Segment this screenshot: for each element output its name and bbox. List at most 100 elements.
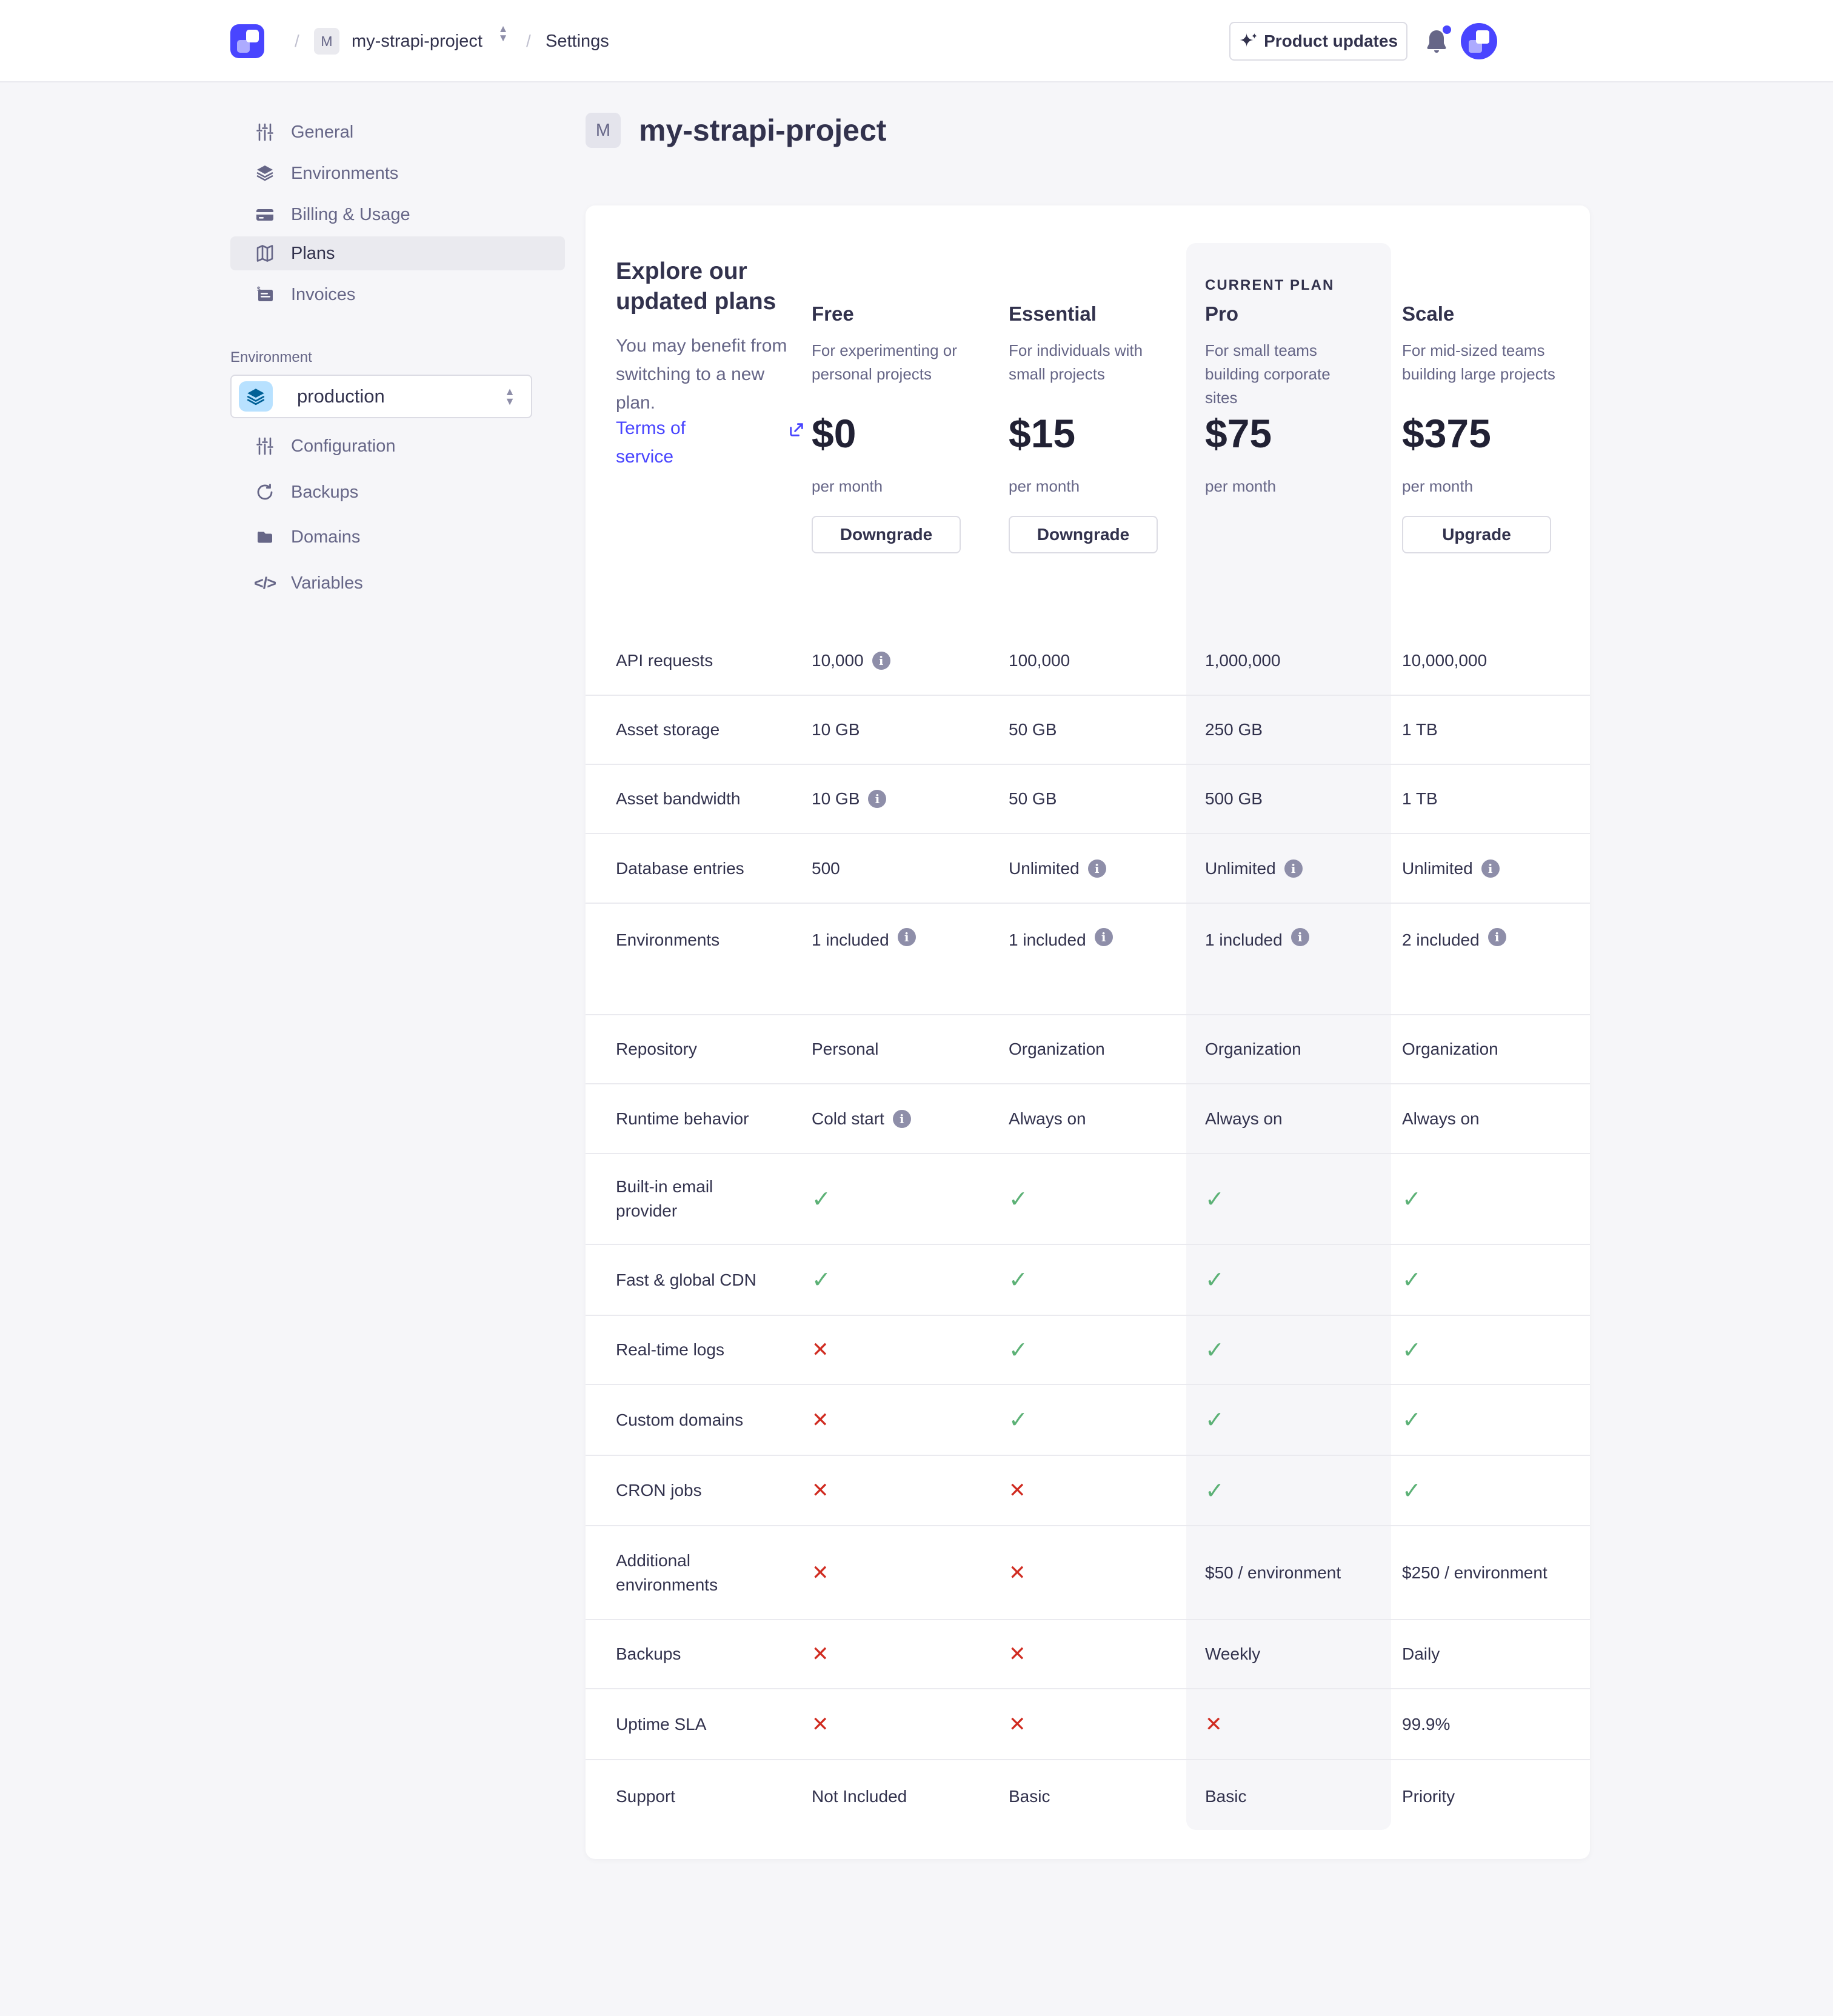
feature-label-text: Support (616, 1787, 676, 1806)
plans-intro-heading: Explore our updated plans (616, 258, 776, 315)
plan-price: $0 (812, 411, 856, 456)
sidebar-item-billing-usage[interactable]: Billing & Usage (230, 198, 565, 232)
terms-of-service-link[interactable]: Terms of service (616, 418, 686, 467)
feature-value-cell: Personal (812, 1015, 1009, 1083)
environment-section-label: Environment (230, 349, 312, 365)
info-icon[interactable]: i (1284, 859, 1303, 878)
check-icon: ✓ (1205, 1186, 1224, 1212)
feature-label: Runtime behavior (616, 1084, 812, 1153)
cross-icon: ✕ (812, 1338, 829, 1361)
feature-value: 10 GB (812, 789, 860, 808)
sliders-icon (255, 122, 275, 142)
breadcrumb-separator: / (295, 32, 299, 50)
user-avatar[interactable] (1461, 23, 1497, 59)
feature-label: Environments (616, 904, 812, 1014)
environment-selector[interactable]: production ▲ ▼ (230, 375, 532, 418)
feature-value-cell: ✓ (1402, 1245, 1590, 1315)
feature-value: 500 GB (1205, 789, 1263, 808)
feature-value: Always on (1009, 1109, 1086, 1128)
feature-label-text: Additional environments (616, 1550, 718, 1594)
feature-value-cell: 10 GB (812, 696, 1009, 764)
feature-label: Asset storage (616, 696, 812, 764)
feature-value-cell: ✓ (1402, 1456, 1590, 1525)
product-updates-button[interactable]: ✦ ✦ Product updates (1229, 22, 1407, 61)
feature-value-cell: Organization (1402, 1015, 1590, 1083)
feature-value: Cold start (812, 1109, 884, 1128)
feature-label: Repository (616, 1015, 812, 1083)
plan-price: $75 (1205, 411, 1272, 456)
feature-value-cell: Daily (1402, 1620, 1590, 1688)
feature-row-uptime-sla: Uptime SLA ✕ ✕ ✕ 99.9% (586, 1688, 1590, 1759)
feature-value-cell: Unlimited i (1402, 834, 1590, 903)
feature-value: 2 included (1402, 930, 1480, 949)
upgrade-button[interactable]: Upgrade (1402, 516, 1551, 553)
map-icon (255, 243, 275, 264)
feature-value: $50 / environment (1205, 1563, 1341, 1582)
feature-row-api-requests: API requests 10,000 i 100,000 1,000,000 10,00… (586, 627, 1590, 695)
plan-column-scale: Scale For mid-sized teams building large … (1402, 205, 1587, 627)
plan-period: per month (1009, 477, 1080, 495)
sidebar-item-backups[interactable]: Backups (230, 475, 565, 509)
plan-header-section: Explore our updated plans You may benefi… (586, 205, 1590, 627)
feature-value-cell: ✓ (1402, 1154, 1590, 1244)
feature-value: Unlimited (1009, 858, 1080, 878)
info-icon[interactable]: i (868, 790, 887, 808)
project-initial-badge: M (314, 28, 339, 55)
check-icon: ✓ (1205, 1267, 1224, 1293)
feature-comparison-table: API requests 10,000 i 100,000 1,000,000 10,00… (586, 627, 1590, 1858)
feature-label-text: Uptime SLA (616, 1714, 707, 1734)
feature-value-cell: Always on (1009, 1084, 1205, 1153)
feature-value: 50 GB (1009, 720, 1057, 739)
feature-value: Daily (1402, 1644, 1440, 1663)
feature-label: Uptime SLA (616, 1689, 812, 1759)
feature-value-cell: Unlimited i (1205, 834, 1402, 903)
strapi-logo-icon[interactable] (230, 24, 264, 58)
feature-value: Organization (1402, 1040, 1498, 1058)
sidebar-item-configuration[interactable]: Configuration (230, 429, 565, 463)
check-icon: ✓ (1205, 1407, 1224, 1433)
feature-value-cell: Unlimited i (1009, 834, 1205, 903)
feature-label: Backups (616, 1620, 812, 1688)
plan-name: Pro (1205, 302, 1239, 325)
info-icon[interactable]: i (1087, 859, 1106, 878)
plan-name: Scale (1402, 302, 1455, 325)
sidebar-item-environments[interactable]: Environments (230, 156, 565, 190)
feature-label: API requests (616, 627, 812, 695)
feature-value-cell: 99.9% (1402, 1689, 1590, 1759)
sidebar-item-domains[interactable]: Domains (230, 520, 565, 554)
sidebar-item-label: Environments (291, 163, 399, 183)
downgrade-button[interactable]: Downgrade (812, 516, 961, 553)
sidebar-item-plans[interactable]: Plans (230, 236, 565, 270)
sidebar-item-invoices[interactable]: $ Invoices (230, 278, 565, 312)
feature-value: Organization (1205, 1040, 1301, 1058)
info-icon[interactable]: i (1290, 928, 1309, 946)
feature-label-text: Asset bandwidth (616, 789, 741, 808)
check-icon: ✓ (1009, 1186, 1028, 1212)
feature-value: Always on (1205, 1109, 1283, 1128)
feature-value: 99.9% (1402, 1714, 1451, 1734)
downgrade-button[interactable]: Downgrade (1009, 516, 1158, 553)
feature-value-cell: Always on (1402, 1084, 1590, 1153)
info-icon[interactable]: i (872, 652, 890, 670)
feature-label-text: CRON jobs (616, 1481, 702, 1500)
info-icon[interactable]: i (892, 1109, 911, 1128)
feature-label-text: API requests (616, 651, 713, 670)
breadcrumb-settings[interactable]: Settings (546, 32, 609, 51)
plan-description: For individuals with small projects (1009, 341, 1143, 383)
feature-row-asset-bandwidth: Asset bandwidth 10 GB i 50 GB 500 GB 1 TB (586, 764, 1590, 833)
info-icon[interactable]: i (1481, 859, 1500, 878)
feature-value: 10,000 (812, 651, 864, 670)
feature-value: 1,000,000 (1205, 651, 1281, 670)
info-icon[interactable]: i (897, 928, 916, 946)
project-switcher-chevrons-icon[interactable]: ▲ ▼ (498, 23, 509, 44)
feature-label: Custom domains (616, 1385, 812, 1455)
current-plan-highlight-panel (1186, 243, 1391, 1830)
info-icon[interactable]: i (1094, 928, 1113, 946)
sidebar-item-general[interactable]: General (230, 115, 565, 149)
info-icon[interactable]: i (1487, 928, 1506, 946)
feature-label: Support (616, 1760, 812, 1858)
sidebar-item-variables[interactable]: </> Variables (230, 566, 565, 600)
breadcrumb-project-name[interactable]: my-strapi-project (352, 32, 482, 51)
feature-value-cell: ✕ (812, 1526, 1009, 1619)
notifications-bell-icon[interactable] (1424, 25, 1451, 57)
